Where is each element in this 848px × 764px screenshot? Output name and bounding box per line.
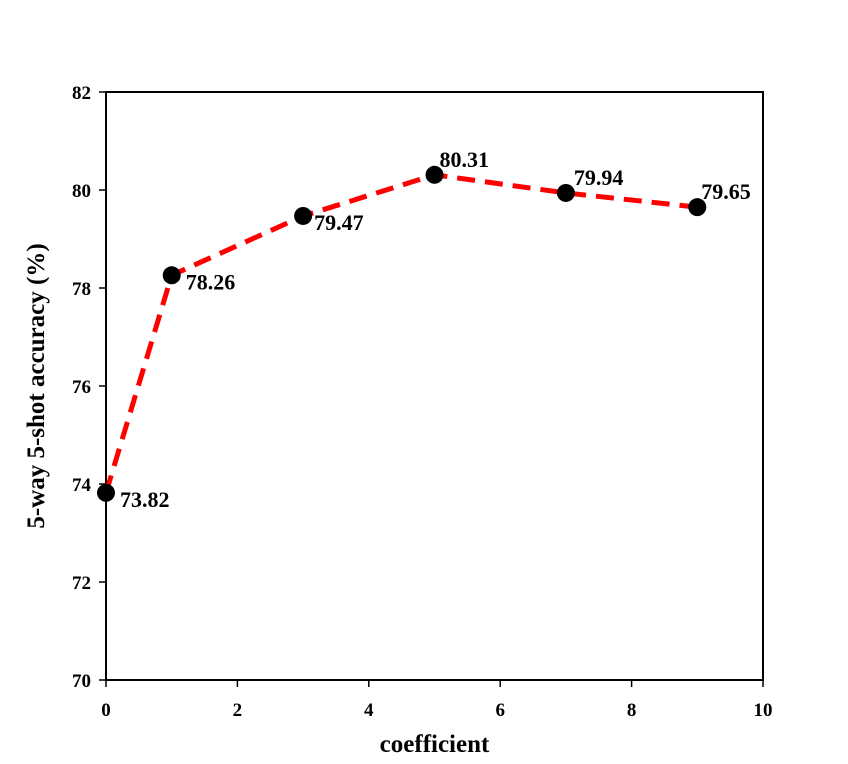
series-line — [103, 172, 698, 494]
data-point-label: 79.65 — [701, 179, 751, 204]
data-point-marker — [425, 165, 444, 184]
x-tick-label: 2 — [233, 700, 243, 721]
y-axis-title: 5-way 5-shot accuracy (%) — [23, 243, 50, 528]
x-tick-label: 6 — [495, 700, 505, 721]
x-tick-label: 0 — [101, 700, 111, 721]
x-axis-title: coefficient — [380, 731, 490, 758]
data-point-marker — [162, 266, 181, 285]
y-tick-label: 72 — [72, 573, 91, 594]
y-axis-ticks: 70 72 74 76 78 80 82 — [72, 83, 106, 692]
data-point-label: 80.31 — [440, 147, 490, 172]
x-axis-ticks: 0 2 4 6 8 10 — [101, 680, 773, 721]
data-point-marker — [294, 206, 313, 225]
data-point-label: 79.47 — [314, 210, 364, 235]
data-labels: 73.82 78.26 79.47 80.31 79.94 79.65 — [120, 147, 751, 512]
plot-area-frame — [105, 91, 764, 681]
y-tick-label: 78 — [72, 279, 91, 300]
data-point-label: 79.94 — [574, 165, 624, 190]
x-tick-label: 10 — [754, 700, 773, 721]
data-point-marker — [688, 198, 707, 217]
series-markers — [97, 165, 707, 502]
data-point-marker — [97, 483, 115, 502]
y-tick-label: 80 — [72, 181, 91, 202]
y-tick-label: 76 — [72, 377, 91, 398]
data-point-marker — [556, 183, 575, 202]
x-tick-label: 8 — [627, 700, 637, 721]
y-tick-label: 70 — [72, 671, 91, 692]
y-tick-label: 82 — [72, 83, 91, 104]
data-point-label: 78.26 — [186, 269, 236, 294]
y-tick-label: 74 — [72, 475, 92, 496]
data-point-label: 73.82 — [120, 487, 170, 512]
x-tick-label: 4 — [364, 700, 374, 721]
